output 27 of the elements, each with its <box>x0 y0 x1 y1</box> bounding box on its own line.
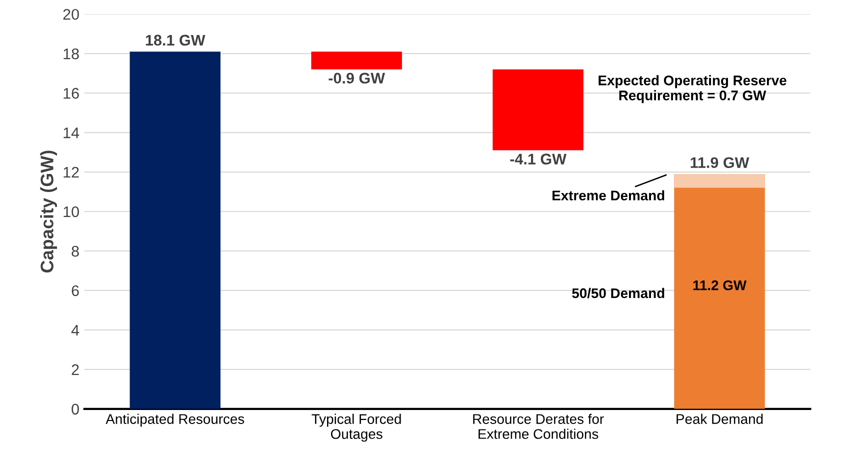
y-tick-label: 20 <box>63 8 79 20</box>
annotation: Expected Operating Reserve Requirement = 0.7 GW <box>598 75 786 104</box>
y-tick-label: 10 <box>64 206 79 218</box>
bar <box>311 52 402 70</box>
bar <box>492 69 584 150</box>
x-tick-label: Peak Demand <box>676 414 763 424</box>
y-tick-label: 4 <box>71 324 80 336</box>
annotation: 50/50 Demand <box>572 288 664 298</box>
y-axis-title: Capacity (GW) <box>40 150 57 272</box>
y-tick-label: 8 <box>72 246 79 257</box>
annotation: 11.2 GW <box>693 280 747 290</box>
y-tick-label: 0 <box>72 404 79 415</box>
x-tick-label: Resource Derates for Extreme Conditions <box>473 414 604 439</box>
y-tick-label: 18 <box>64 48 79 60</box>
bar <box>130 52 220 409</box>
data-label: -0.9 GW <box>328 72 386 84</box>
band-label: Extreme Demand <box>552 190 664 200</box>
y-tick-label: 12 <box>64 166 79 178</box>
y-tick-label: 16 <box>64 88 79 99</box>
data-label: 11.9 GW <box>690 157 750 168</box>
y-tick-label: 6 <box>72 285 79 296</box>
data-label: 18.1 GW <box>146 34 206 46</box>
x-tick-label: Typical Forced Outages <box>312 414 401 442</box>
y-tick-label: 14 <box>64 128 80 138</box>
x-tick-label: Anticipated Resources <box>106 414 244 427</box>
y-tick-label: 2 <box>72 364 79 375</box>
data-label: -4.1 GW <box>510 154 566 164</box>
